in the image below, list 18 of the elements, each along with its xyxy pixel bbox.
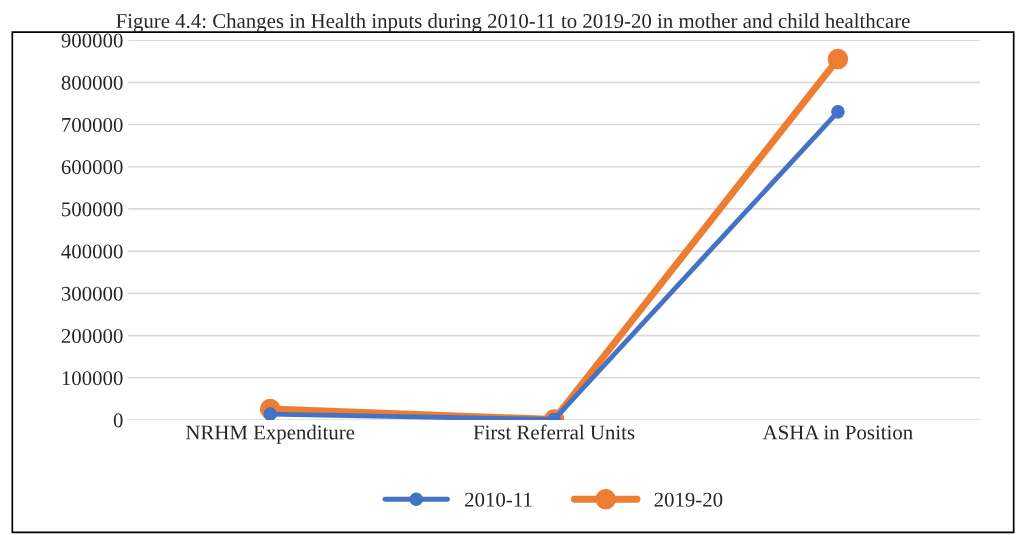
x-tick-label: First Referral Units <box>473 424 635 440</box>
y-tick-label: 400000 <box>61 244 123 259</box>
y-tick-label: 0 <box>113 413 123 428</box>
y-tick-label: 200000 <box>61 328 123 343</box>
y-tick-label: 800000 <box>61 75 123 90</box>
point <box>831 105 845 119</box>
chart-title: Figure 4.4: Changes in Health inputs during 2010-11 to 2019-20 in mother and child healthcare <box>116 13 910 33</box>
legend-label: 2019-20 <box>654 492 723 507</box>
legend-label: 2010-11 <box>465 492 532 507</box>
point <box>827 48 849 70</box>
y-tick-label: 500000 <box>62 202 123 217</box>
y-tick-label: 100000 <box>62 371 123 386</box>
x-tick-label: NRHM Expenditure <box>186 424 355 444</box>
y-tick-label: 600000 <box>61 160 123 175</box>
y-tick-label: 300000 <box>61 286 123 301</box>
y-tick-label: 700000 <box>62 117 123 132</box>
y-tick-label: 900000 <box>61 33 123 48</box>
x-tick-label: ASHA in Position <box>762 425 913 440</box>
